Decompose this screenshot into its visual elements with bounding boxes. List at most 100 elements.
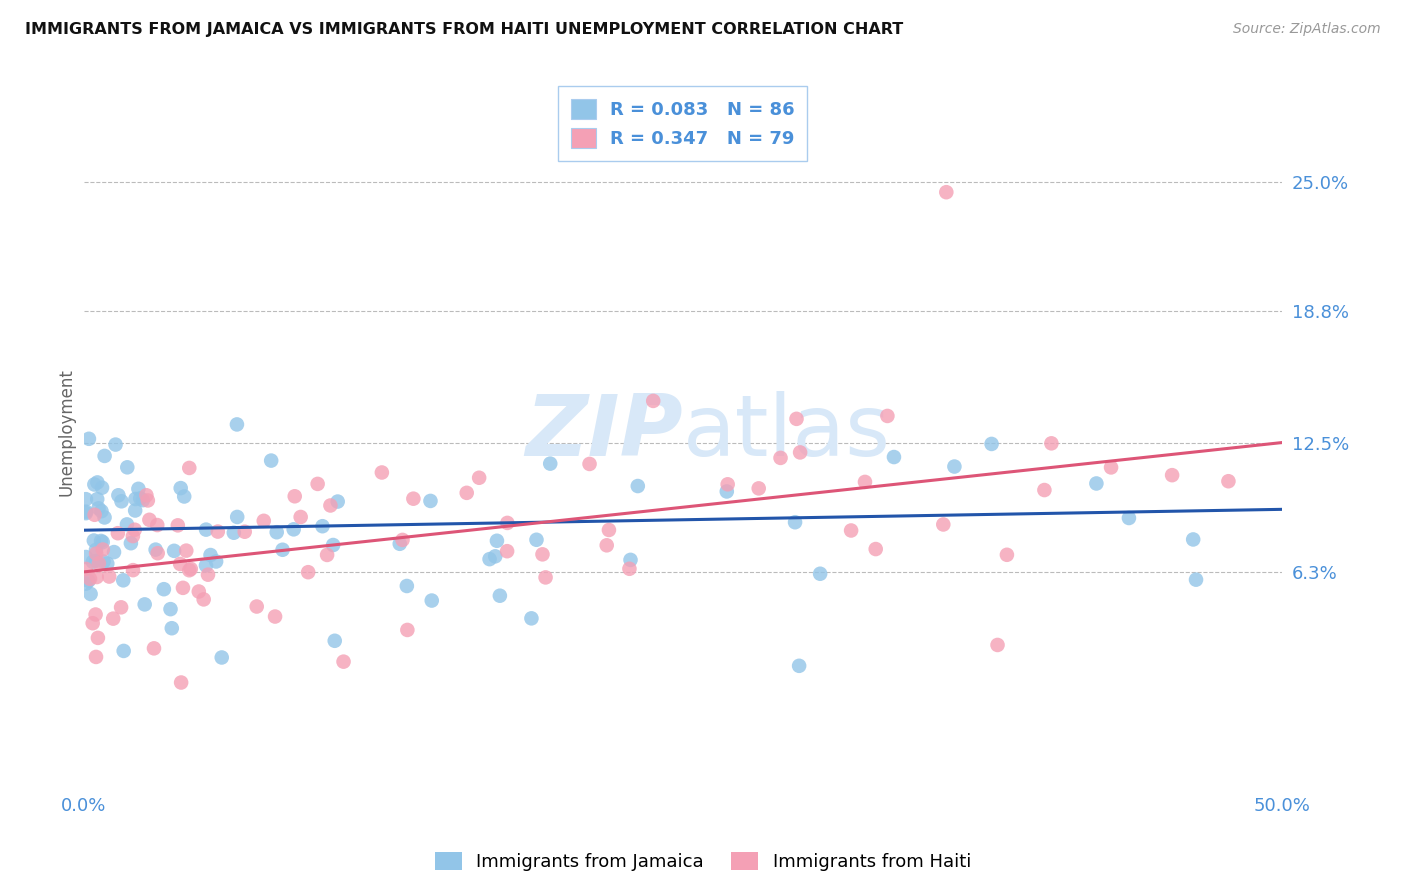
Point xyxy=(143,641,166,656)
Point xyxy=(783,515,806,529)
Point xyxy=(160,621,183,635)
Point xyxy=(86,492,108,507)
Text: IMMIGRANTS FROM JAMAICA VS IMMIGRANTS FROM HAITI UNEMPLOYMENT CORRELATION CHART: IMMIGRANTS FROM JAMAICA VS IMMIGRANTS FR… xyxy=(25,22,904,37)
Point xyxy=(207,524,229,539)
Point xyxy=(195,523,218,537)
Point xyxy=(79,587,101,601)
Point xyxy=(1118,511,1140,525)
Point xyxy=(115,517,138,532)
Point xyxy=(84,554,107,568)
Point xyxy=(174,543,197,558)
Point xyxy=(222,525,245,540)
Point xyxy=(307,476,329,491)
Y-axis label: Unemployment: Unemployment xyxy=(58,368,75,496)
Point xyxy=(84,542,107,557)
Point xyxy=(311,519,333,533)
Point xyxy=(169,557,191,571)
Point xyxy=(132,493,155,508)
Point xyxy=(260,453,283,467)
Point xyxy=(388,537,411,551)
Point xyxy=(853,475,876,489)
Point xyxy=(120,536,142,550)
Point xyxy=(371,466,394,480)
Point xyxy=(323,633,346,648)
Point xyxy=(98,569,121,583)
Point xyxy=(332,655,354,669)
Point xyxy=(456,486,478,500)
Point xyxy=(484,549,506,564)
Point xyxy=(534,570,557,584)
Point xyxy=(138,513,160,527)
Point xyxy=(86,570,108,584)
Point xyxy=(93,555,115,569)
Point xyxy=(596,538,619,552)
Point xyxy=(995,548,1018,562)
Point xyxy=(520,611,543,625)
Point xyxy=(789,445,811,459)
Point xyxy=(90,504,112,518)
Legend: Immigrants from Jamaica, Immigrants from Haiti: Immigrants from Jamaica, Immigrants from… xyxy=(427,845,979,879)
Point xyxy=(200,548,222,562)
Point xyxy=(786,412,808,426)
Point xyxy=(748,482,770,496)
Point xyxy=(769,450,792,465)
Point xyxy=(326,494,349,508)
Point xyxy=(104,437,127,451)
Point xyxy=(883,450,905,464)
Point xyxy=(619,553,641,567)
Point xyxy=(1182,533,1205,547)
Point xyxy=(90,533,112,548)
Point xyxy=(110,494,132,508)
Point xyxy=(246,599,269,614)
Point xyxy=(1161,468,1184,483)
Point xyxy=(82,616,104,631)
Point xyxy=(145,542,167,557)
Point xyxy=(103,545,125,559)
Point xyxy=(485,533,508,548)
Point xyxy=(124,503,146,517)
Point xyxy=(122,563,145,577)
Point xyxy=(93,449,115,463)
Point xyxy=(77,574,100,588)
Point xyxy=(179,563,201,577)
Point xyxy=(1085,476,1108,491)
Point xyxy=(531,547,554,561)
Point xyxy=(1033,483,1056,497)
Point xyxy=(264,609,287,624)
Point xyxy=(396,623,419,637)
Point xyxy=(986,638,1008,652)
Point xyxy=(419,494,441,508)
Point xyxy=(173,490,195,504)
Point xyxy=(112,644,135,658)
Point xyxy=(135,488,157,502)
Point xyxy=(187,584,209,599)
Point xyxy=(82,555,104,569)
Point xyxy=(134,598,156,612)
Point xyxy=(316,548,339,562)
Point xyxy=(787,658,810,673)
Point xyxy=(117,460,139,475)
Point xyxy=(1040,436,1063,450)
Point xyxy=(124,491,146,506)
Point xyxy=(179,461,201,475)
Point xyxy=(84,607,107,622)
Point xyxy=(839,524,862,538)
Point xyxy=(112,574,135,588)
Point xyxy=(935,185,957,199)
Point xyxy=(395,579,418,593)
Point xyxy=(226,510,249,524)
Point xyxy=(627,479,650,493)
Point xyxy=(478,552,501,566)
Point xyxy=(980,437,1002,451)
Point xyxy=(136,493,159,508)
Point xyxy=(75,562,97,576)
Point xyxy=(93,510,115,524)
Legend: R = 0.083   N = 86, R = 0.347   N = 79: R = 0.083 N = 86, R = 0.347 N = 79 xyxy=(558,87,807,161)
Point xyxy=(180,562,202,576)
Point xyxy=(75,506,97,520)
Point xyxy=(402,491,425,506)
Point xyxy=(932,517,955,532)
Point xyxy=(87,631,110,645)
Point xyxy=(146,546,169,560)
Point xyxy=(170,675,193,690)
